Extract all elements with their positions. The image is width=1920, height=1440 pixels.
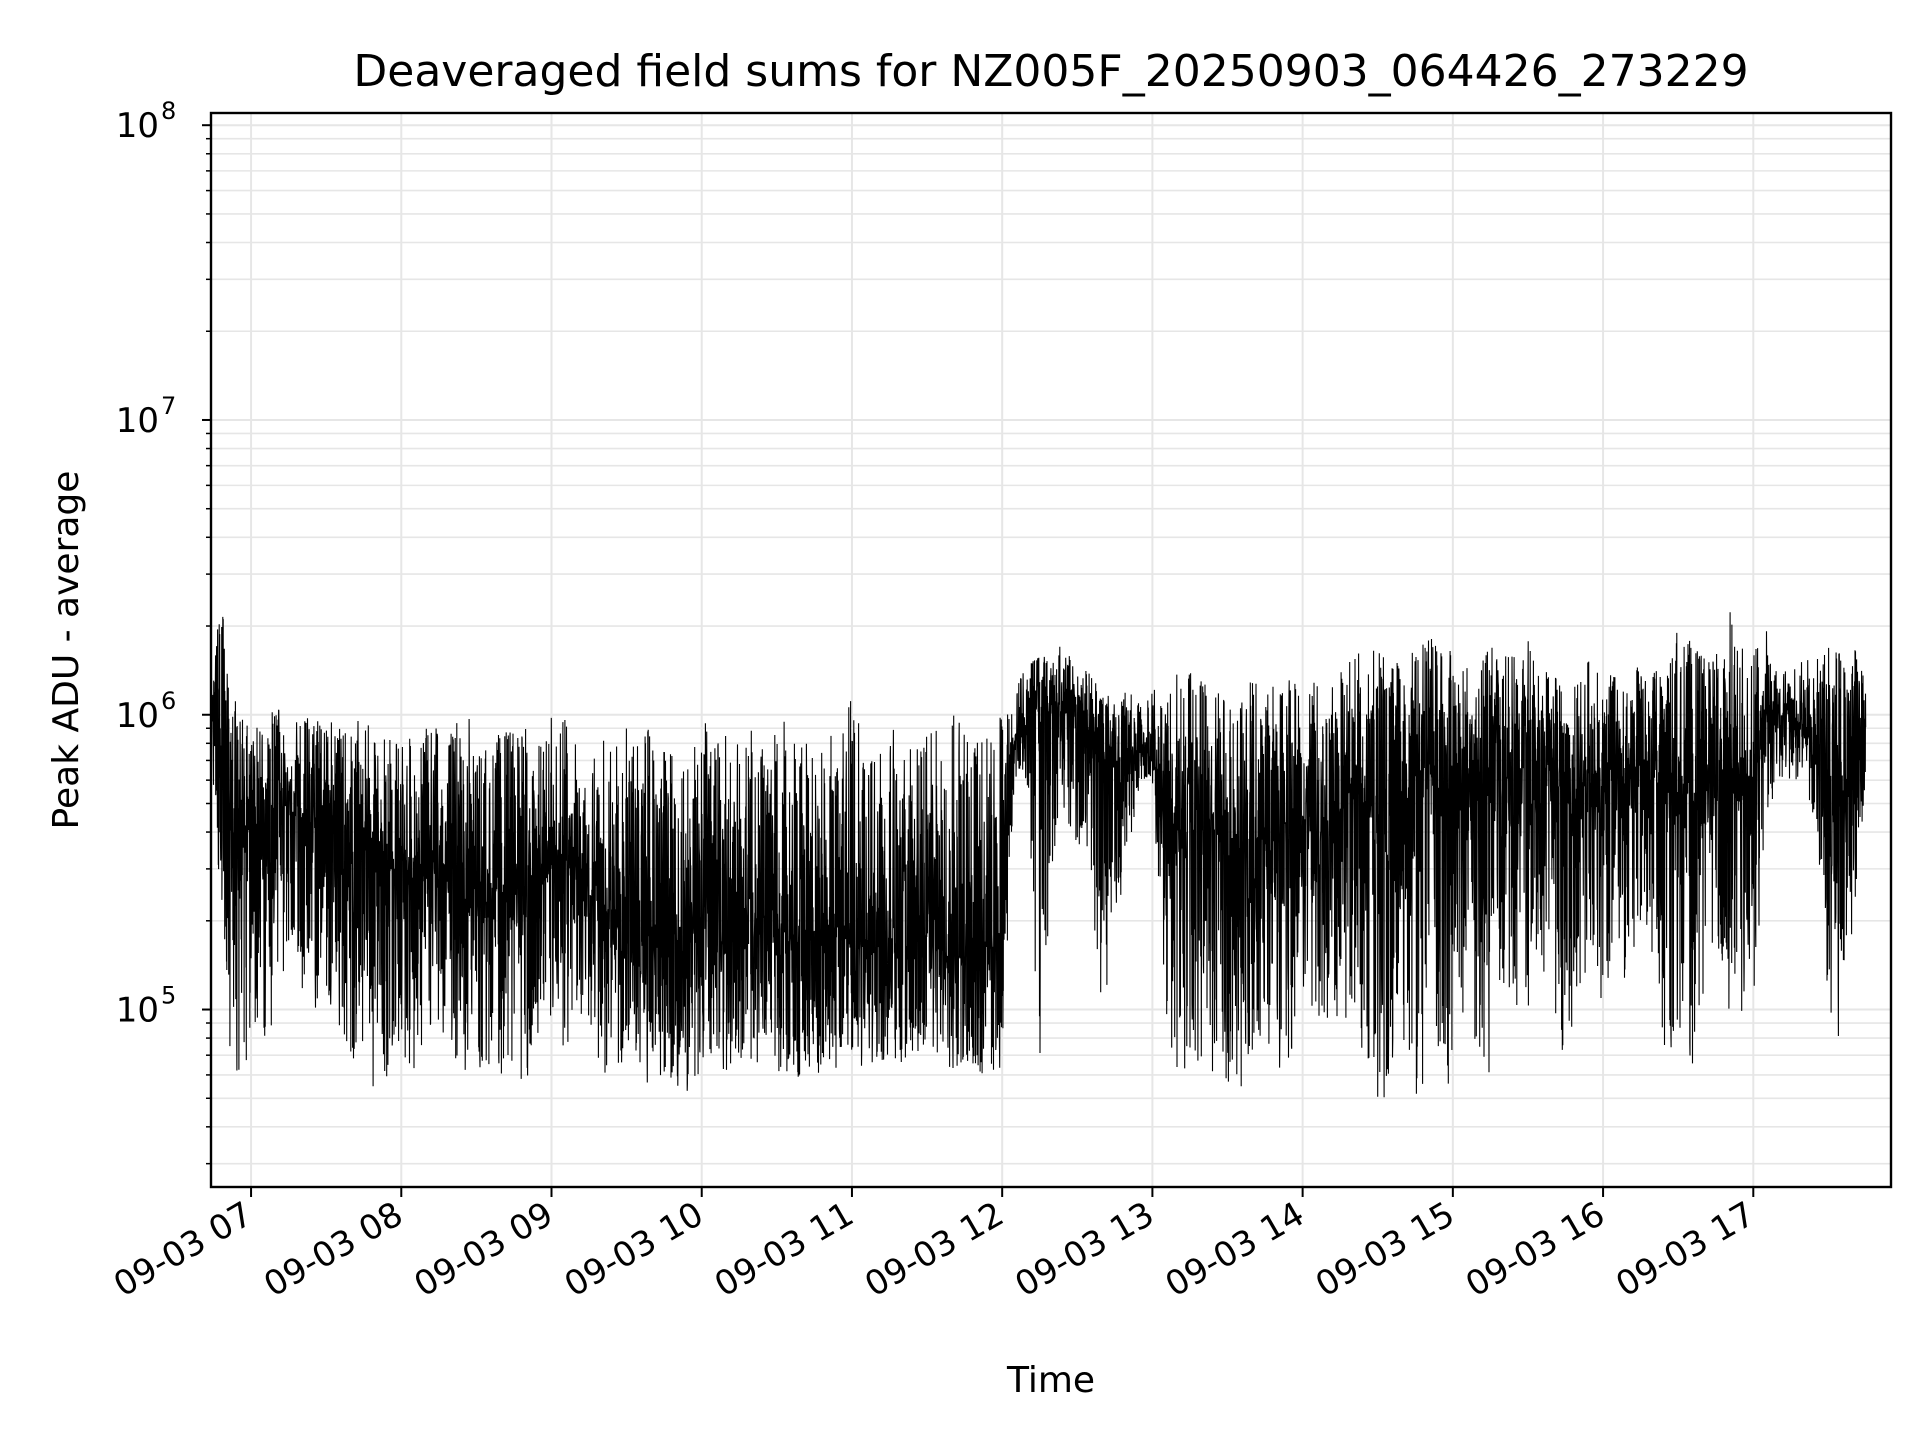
y-tick-exponent: 5	[161, 982, 176, 1010]
x-tick-label: 09-03 12	[858, 1194, 1010, 1305]
chart-title: Deaveraged field sums for NZ005F_2025090…	[353, 46, 1748, 97]
x-tick-label: 09-03 14	[1159, 1194, 1311, 1305]
x-tick-label: 09-03 09	[408, 1194, 560, 1305]
x-tick-label: 09-03 15	[1309, 1194, 1461, 1305]
x-tick-label: 09-03 08	[257, 1194, 409, 1305]
y-tick-label: 10	[116, 991, 159, 1031]
x-tick-label: 09-03 11	[708, 1194, 860, 1305]
x-tick-label: 09-03 07	[107, 1194, 259, 1305]
y-tick-label: 10	[116, 106, 159, 146]
grid-layer	[211, 113, 1891, 1187]
y-tick-exponent: 7	[161, 392, 176, 420]
x-tick-label: 09-03 13	[1009, 1194, 1161, 1305]
data-layer	[210, 612, 1867, 1098]
x-axis-label: Time	[1006, 1360, 1095, 1401]
y-tick-exponent: 8	[161, 97, 176, 125]
y-tick-exponent: 6	[161, 687, 176, 715]
x-tick-label: 09-03 10	[558, 1194, 710, 1305]
y-tick-label: 10	[116, 401, 159, 441]
plot-frame	[209, 111, 1893, 1189]
series-line	[210, 612, 1867, 1098]
x-tick-label: 09-03 17	[1609, 1194, 1761, 1305]
y-axis-label: Peak ADU - average	[46, 471, 87, 830]
x-tick-label: 09-03 16	[1459, 1194, 1611, 1305]
y-tick-label: 10	[116, 696, 159, 736]
